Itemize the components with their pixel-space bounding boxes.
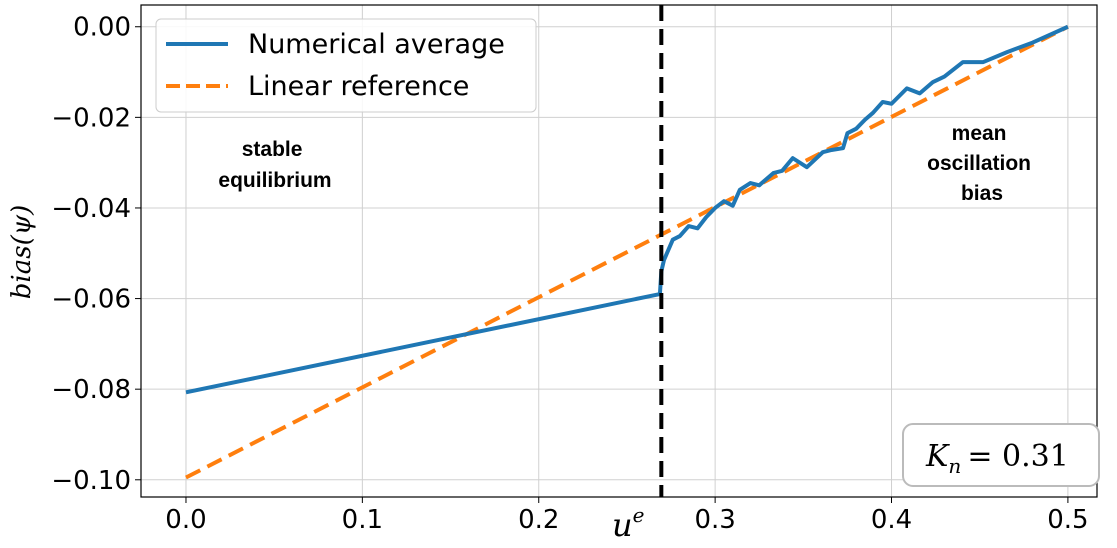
y-tick-label: −0.10 [51,466,131,496]
y-axis-label: bias(ψ) [7,205,37,299]
ticks: 0.0 0.1 0.2 0.3 0.4 0.5 0.00 −0.02 −0.04 −0.06 −0.… [51,13,1088,535]
legend-label-linear-reference: Linear reference [248,71,469,102]
parameter-box: Kn = 0.31 [902,423,1100,487]
y-tick-label: −0.08 [51,375,131,405]
x-tick-label: 0.3 [694,505,735,535]
y-tick-label: −0.06 [51,285,131,315]
x-tick-label: 0.0 [165,505,206,535]
annotation-mean-oscillation-bias: mean oscillation bias [927,122,1037,205]
legend-label-numerical-average: Numerical average [248,29,505,60]
axes-frame [140,4,1098,498]
x-tick-label: 0.2 [518,505,559,535]
series-linear-reference [185,24,1069,480]
x-tick-label: 0.1 [342,505,383,535]
annotation-stable-equilibrium: stable equilibrium [218,138,331,192]
y-tick-label: −0.02 [51,103,131,133]
x-tick-label: 0.5 [1047,505,1088,535]
series-numerical-average [185,24,1069,395]
legend: Numerical average Linear reference [155,18,537,113]
y-tick-label: 0.00 [73,13,131,43]
svg-text:Kn= 0.31: Kn = 0.31 [925,439,1069,478]
y-tick-label: −0.04 [51,194,131,224]
x-tick-label: 0.4 [871,505,912,535]
x-axis-label: ue [612,503,644,544]
plot-area [185,5,1069,497]
